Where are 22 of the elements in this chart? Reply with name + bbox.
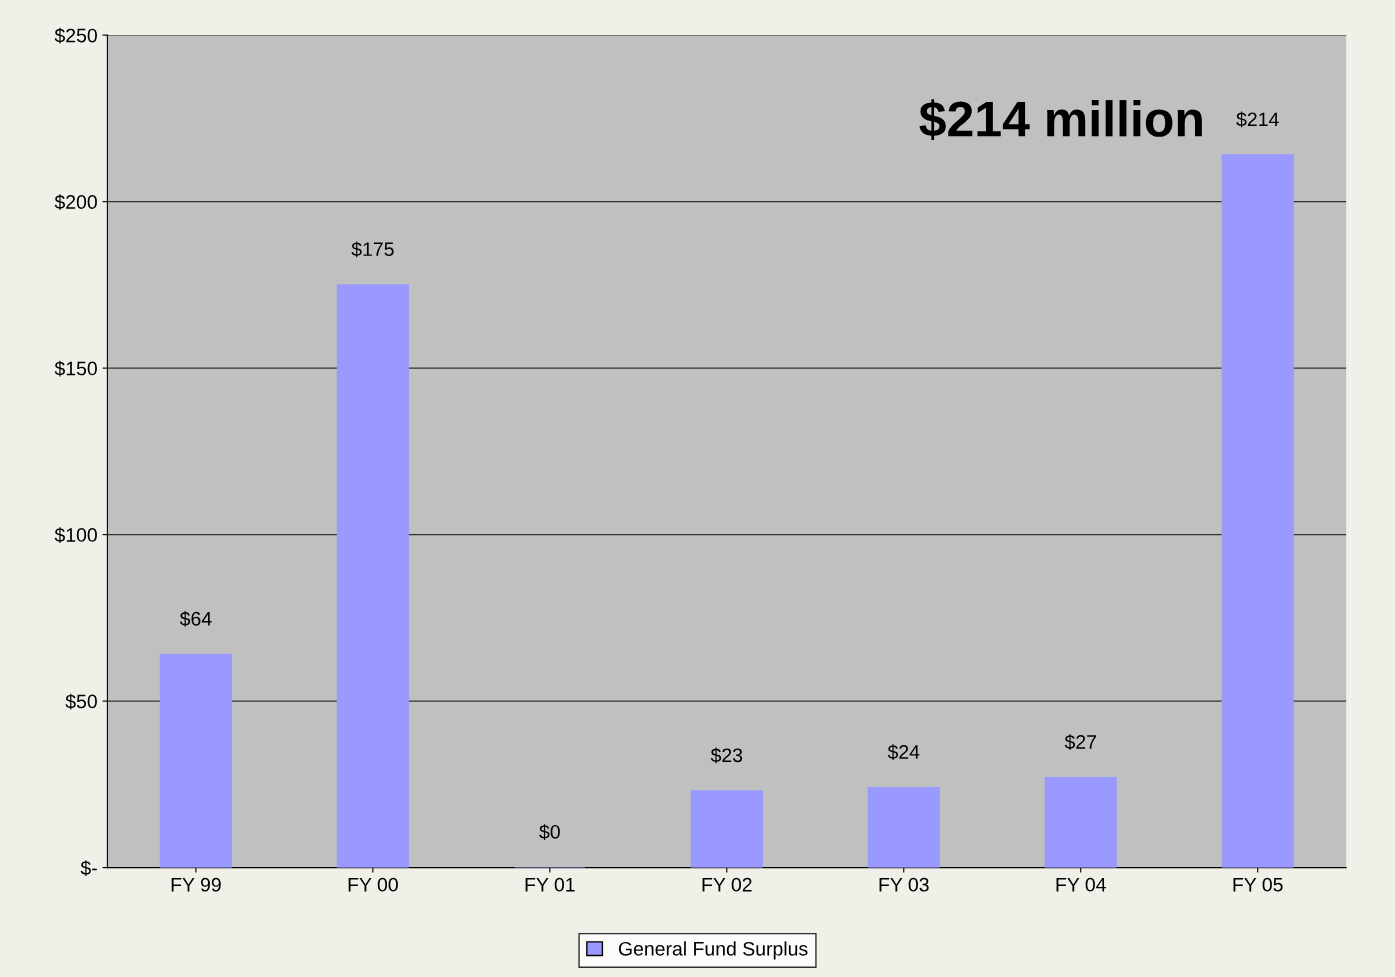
y-tick-label: $150 <box>54 360 97 377</box>
data-label: $27 <box>1064 734 1096 750</box>
x-tick-label: FY 03 <box>879 877 929 892</box>
x-tick-label: FY 04 <box>1056 877 1106 892</box>
y-tick-label: $- <box>80 860 97 876</box>
y-tick-label: $100 <box>54 527 97 544</box>
data-label: $175 <box>351 241 394 258</box>
x-tick-label: FY 02 <box>702 877 752 892</box>
data-label: $23 <box>710 747 743 764</box>
data-label: $24 <box>887 744 920 760</box>
annotation: $214 million <box>919 99 1202 141</box>
legend-label: General Fund Surplus <box>618 941 808 960</box>
x-tick-label: FY 05 <box>1233 877 1283 892</box>
data-label: $214 <box>1236 111 1279 128</box>
x-tick-label: FY 00 <box>348 877 398 892</box>
data-label: $0 <box>539 824 560 840</box>
data-label: $64 <box>179 611 212 627</box>
y-tick-label: $250 <box>54 27 97 44</box>
y-tick-label: $50 <box>65 693 97 710</box>
x-tick-label: FY 99 <box>171 877 221 892</box>
x-tick-label: FY 01 <box>525 877 575 892</box>
y-tick-label: $200 <box>54 194 97 211</box>
